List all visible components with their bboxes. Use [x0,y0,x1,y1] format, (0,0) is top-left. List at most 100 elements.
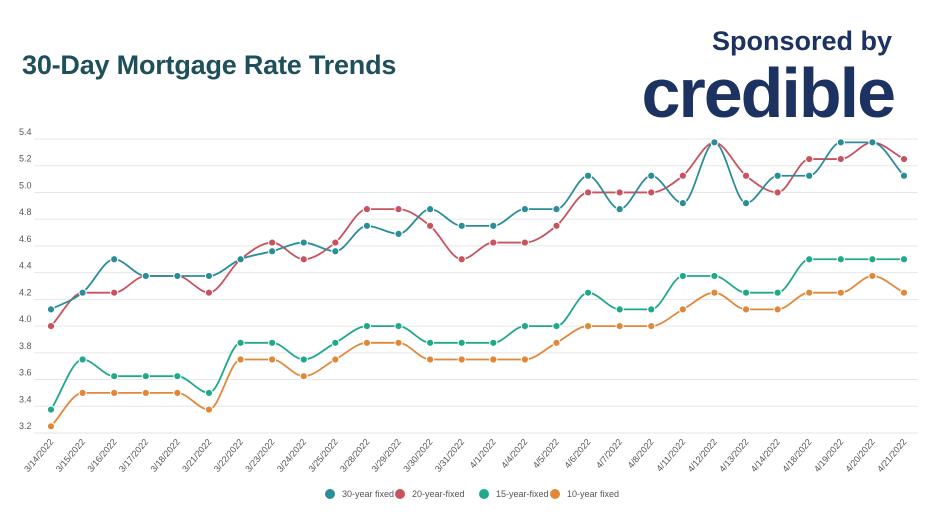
data-point [583,321,593,331]
data-point [836,154,845,164]
data-point [741,305,751,314]
x-tick-label: 4/21/2022 [875,437,908,474]
data-point [204,271,214,281]
data-point [46,305,56,314]
data-point [426,221,435,230]
data-point [647,321,656,331]
data-point [520,355,529,364]
data-point [331,355,340,364]
data-point [299,355,308,364]
data-point [868,138,877,147]
data-point [236,355,245,364]
data-point [46,405,56,414]
data-point [678,305,687,314]
x-tick-label: 3/30/2022 [401,437,434,474]
data-point [741,171,751,180]
data-point [299,238,308,247]
series-line [50,275,905,427]
data-point [868,255,877,264]
data-point [552,205,561,214]
x-tick-label: 3/29/2022 [370,437,403,474]
data-point [299,372,308,381]
legend-label: 10-year fixed [567,489,619,499]
x-tick-label: 4/14/2022 [749,437,782,474]
data-point [899,288,909,297]
data-point [678,199,687,208]
x-tick-label: 4/18/2022 [780,437,813,474]
y-tick-label: 4.4 [19,261,32,271]
y-tick-label: 5.2 [19,154,32,164]
data-point [362,221,372,230]
sponsor-label: Sponsored by [711,26,892,56]
data-point [204,288,214,297]
data-point [836,255,845,264]
data-point [268,247,277,256]
legend-marker [395,489,405,499]
credible-logo: credible [641,54,896,132]
x-tick-label: 3/23/2022 [243,437,276,474]
data-point [647,171,656,180]
data-point [110,288,119,297]
data-point [331,338,340,347]
x-tick-label: 4/4/2022 [499,437,529,470]
y-tick-label: 3.2 [19,421,32,431]
data-point [615,188,624,197]
data-point [457,255,466,264]
data-point [362,321,372,331]
x-tick-label: 4/6/2022 [562,437,592,470]
data-point [773,188,782,197]
data-point [457,338,466,347]
data-point [489,355,498,364]
x-tick-label: 3/31/2022 [433,437,466,474]
data-point [520,321,529,331]
series-line [50,141,905,311]
data-point [615,205,624,214]
data-point [489,221,498,230]
data-point [805,154,814,164]
x-tick-label: 3/24/2022 [275,437,308,474]
data-point [805,171,814,180]
y-tick-label: 4.6 [19,234,32,244]
x-tick-label: 4/20/2022 [844,437,877,474]
data-point [331,247,340,256]
legend-label: 20-year-fixed [412,489,465,499]
data-point [110,255,119,264]
x-tick-label: 3/25/2022 [306,437,339,474]
data-point [868,271,877,281]
data-point [394,229,403,238]
series-line [50,141,905,327]
data-point [773,305,782,314]
data-point [78,388,87,398]
data-point [141,388,150,398]
x-tick-label: 4/8/2022 [626,437,656,470]
data-point [236,255,245,264]
data-point [141,372,150,381]
data-point [457,355,466,364]
data-point [78,355,87,364]
legend-marker [325,489,335,499]
data-point [204,388,214,398]
data-point [647,188,656,197]
data-point [394,321,403,331]
data-point [268,355,277,364]
data-point [583,188,593,197]
y-tick-label: 5.4 [19,127,32,137]
data-point [805,288,814,297]
data-point [615,305,624,314]
data-point [268,338,277,347]
data-point [173,271,182,281]
data-point [78,288,87,297]
data-point [141,271,150,281]
x-tick-label: 4/7/2022 [594,437,624,470]
data-point [773,171,782,180]
data-point [583,288,593,297]
x-tick-label: 3/18/2022 [149,437,182,474]
data-point [299,255,308,264]
x-tick-label: 4/5/2022 [531,437,561,470]
data-point [836,138,845,147]
y-tick-label: 5.0 [19,180,32,190]
x-tick-label: 3/16/2022 [85,437,118,474]
data-point [552,321,561,331]
data-point [520,205,529,214]
